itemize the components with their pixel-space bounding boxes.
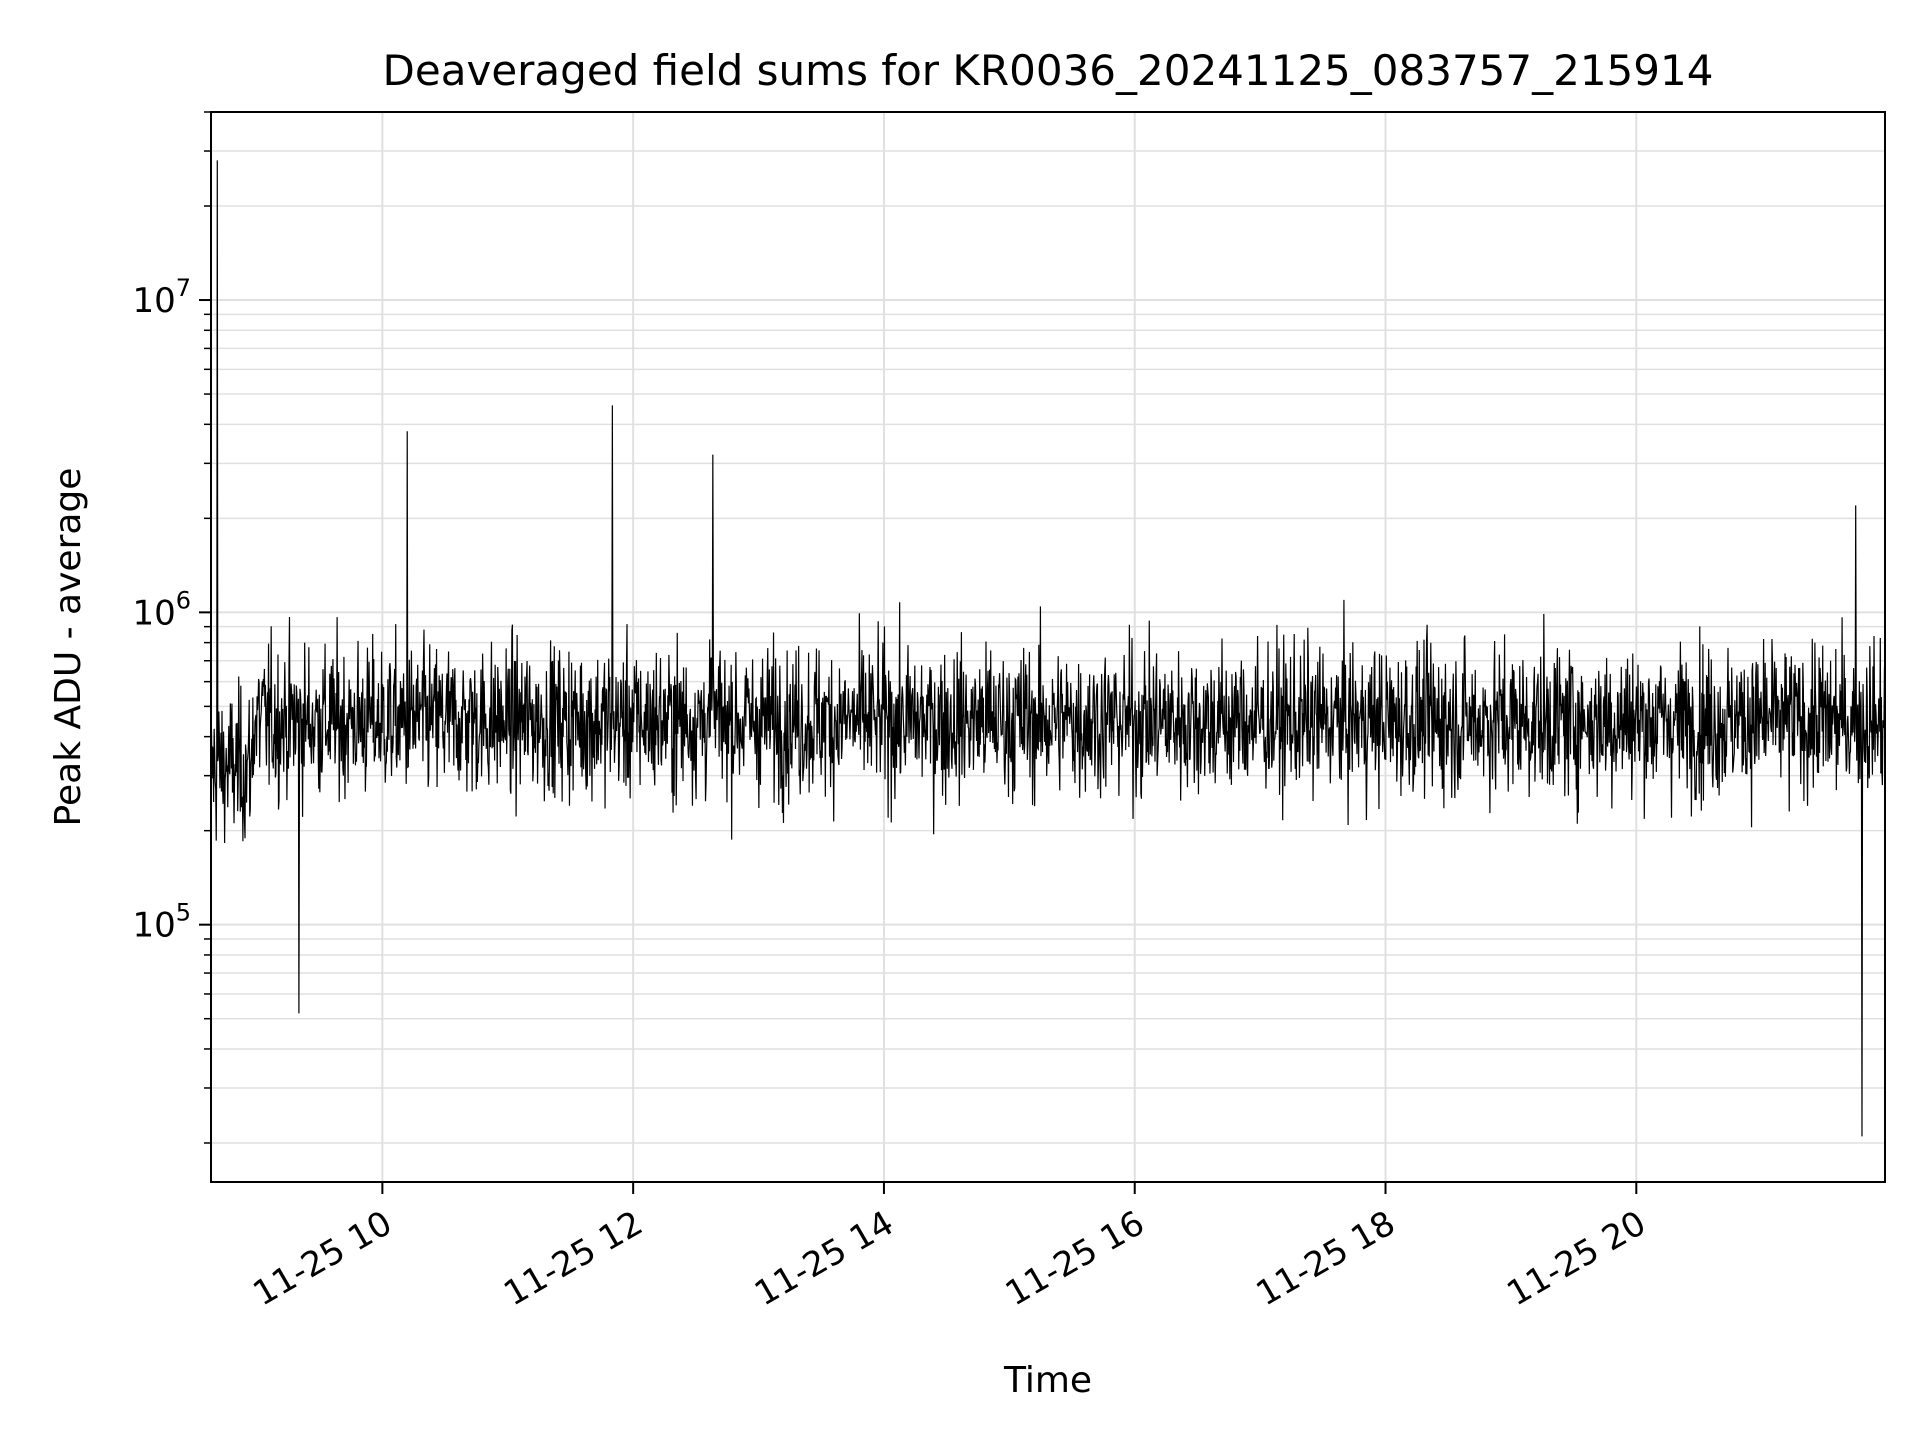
y-tick-label: 107 xyxy=(132,274,191,321)
x-tick-label: 11-25 14 xyxy=(748,1203,900,1314)
grid-layer xyxy=(211,111,1885,1182)
chart-title: Deaveraged field sums for KR0036_2024112… xyxy=(383,46,1714,95)
y-tick-label: 106 xyxy=(132,586,191,633)
x-tick-label: 11-25 12 xyxy=(497,1203,649,1314)
x-tick-label: 11-25 16 xyxy=(999,1203,1151,1314)
y-ticks: 105 106 107 xyxy=(132,111,211,1144)
x-tick-label: 11-25 10 xyxy=(246,1203,398,1314)
x-tick-label: 11-25 20 xyxy=(1500,1203,1652,1314)
x-tick-label: 11-25 18 xyxy=(1250,1203,1402,1314)
series-line xyxy=(210,160,1886,1137)
series-layer xyxy=(210,160,1886,1137)
plot-frame xyxy=(210,111,1886,1183)
y-tick-label: 105 xyxy=(132,899,191,946)
x-axis-label: Time xyxy=(1003,1360,1092,1401)
y-axis-label: Peak ADU - average xyxy=(48,468,89,827)
x-ticks: 11-25 10 11-25 12 11-25 14 11-25 16 11-25 18… xyxy=(246,1182,1653,1314)
